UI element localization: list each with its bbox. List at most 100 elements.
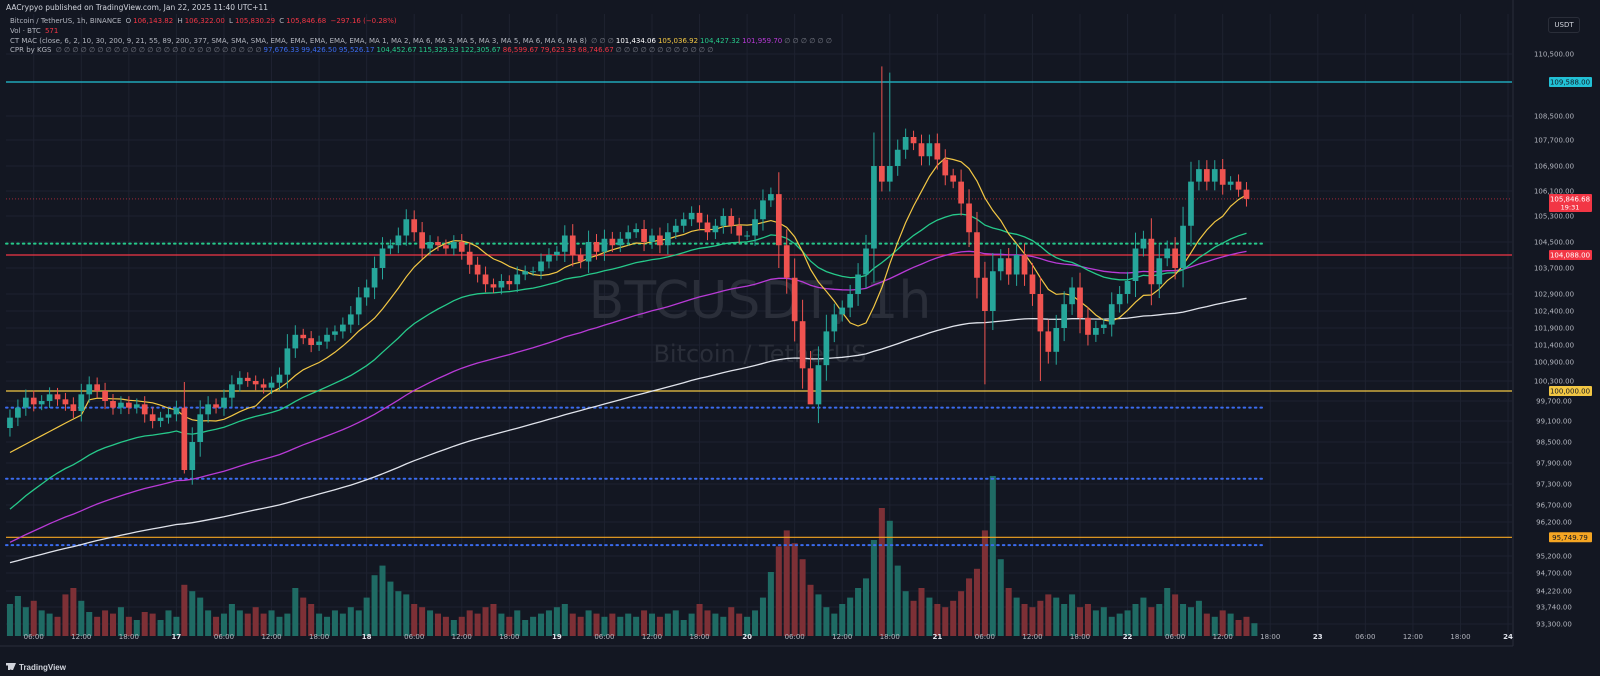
tradingview-brand: TradingView — [6, 663, 66, 672]
candle-body — [585, 242, 592, 262]
volume-bar — [981, 530, 988, 636]
candle — [181, 382, 188, 474]
candle-body — [435, 242, 441, 246]
candle-body — [680, 219, 687, 226]
volume-bar — [561, 604, 568, 636]
candle-body — [474, 264, 481, 275]
volume-bar — [1164, 588, 1171, 636]
candle-body — [411, 219, 418, 233]
candle — [1053, 314, 1060, 365]
candle — [894, 139, 901, 176]
volume-bar — [189, 591, 196, 636]
candle — [863, 234, 869, 289]
candle-body — [664, 232, 671, 246]
candle-body — [569, 235, 576, 255]
volume-bar — [347, 607, 354, 636]
candle-body — [847, 294, 854, 308]
candle-body — [546, 255, 552, 262]
candle — [427, 235, 433, 256]
candle-body — [1069, 287, 1075, 305]
candle-body — [1021, 255, 1028, 275]
candle — [363, 279, 370, 306]
volume-bar — [54, 616, 61, 636]
candle-body — [443, 245, 449, 249]
candle-body — [395, 235, 402, 246]
legend-symbol[interactable]: Bitcoin / TetherUS, 1h, BINANCE — [10, 17, 122, 25]
volume-bar — [213, 616, 220, 636]
volume-bar — [38, 610, 45, 636]
legend-value: ∅ ∅ ∅ ∅ ∅ ∅ ∅ ∅ ∅ ∅ ∅ ∅ — [615, 46, 714, 54]
volume-bar — [1219, 610, 1226, 636]
candle-body — [561, 235, 568, 252]
volume-bar — [1029, 607, 1036, 636]
candle — [783, 229, 790, 294]
candle-body — [1148, 238, 1155, 285]
volume-bar — [1235, 620, 1242, 636]
candle-body — [110, 401, 116, 408]
time-tick-label: 12:00 — [1022, 633, 1042, 641]
volume-bar — [633, 616, 640, 636]
candle — [1243, 182, 1250, 207]
legend-value: 115,329.33 — [418, 46, 459, 54]
tradingview-logo-icon — [6, 663, 16, 670]
volume-bar — [704, 610, 711, 636]
legend-vol-label[interactable]: Vol · BTC — [10, 27, 41, 35]
price-tick-label: 107,700.00 — [1534, 137, 1574, 145]
volume-bar — [30, 600, 37, 636]
legend-low-label: L — [229, 17, 233, 25]
candle — [490, 278, 497, 294]
legend-vol-value: 571 — [44, 27, 59, 35]
volume-bar — [728, 607, 735, 636]
volume-bar — [1243, 616, 1250, 636]
candle — [252, 375, 259, 391]
moving-average-line — [9, 213, 1247, 510]
volume-bar — [157, 620, 164, 636]
currency-button[interactable]: USDT — [1548, 17, 1580, 33]
candle-body — [617, 238, 624, 246]
time-tick-label: 18 — [362, 633, 372, 641]
candle — [1021, 243, 1028, 286]
candle-body — [704, 222, 711, 233]
volume-bar — [442, 616, 449, 636]
candle — [506, 275, 513, 290]
candle-body — [1211, 169, 1218, 182]
candle — [1235, 174, 1242, 197]
candle-body — [141, 404, 148, 415]
candle-body — [989, 271, 996, 311]
candle-body — [181, 407, 188, 470]
candle — [704, 214, 711, 241]
candle-body — [22, 397, 29, 408]
volume-bar — [1005, 588, 1012, 636]
volume-bar — [419, 607, 426, 636]
candle-body — [641, 229, 647, 242]
legend-ctmac-label[interactable]: CT MAC (close, 6, 2, 10, 30, 200, 9, 21,… — [10, 37, 587, 45]
candle — [601, 229, 608, 261]
price-tick-label: 100,300.00 — [1534, 378, 1574, 386]
legend-value: 68,746.67 — [578, 46, 614, 54]
volume-bar — [181, 584, 188, 636]
candle — [657, 227, 663, 254]
candle — [110, 394, 116, 415]
candle-body — [450, 242, 457, 249]
price-level-tag-text: 100,000.00 — [1550, 388, 1590, 396]
volume-bar — [680, 620, 687, 636]
candle-body — [506, 281, 513, 285]
volume-bar — [894, 565, 901, 636]
price-level-tag-text: 109,588.00 — [1550, 79, 1590, 87]
candle-body — [371, 268, 378, 288]
candle — [879, 66, 885, 192]
legend-cpr-label[interactable]: CPR by KGS — [10, 46, 52, 54]
price-tick-label: 103,700.00 — [1534, 265, 1574, 273]
candle — [1061, 291, 1068, 342]
volume-bar — [102, 610, 109, 636]
candle-body — [38, 401, 45, 405]
volume-bar — [934, 604, 941, 636]
volume-bar — [577, 616, 584, 636]
candle-body — [839, 307, 846, 315]
watermark-name: Bitcoin / TetherUS — [653, 340, 866, 368]
volume-bar — [696, 604, 703, 636]
candle-body — [1243, 189, 1250, 199]
volume-bar — [331, 610, 338, 636]
